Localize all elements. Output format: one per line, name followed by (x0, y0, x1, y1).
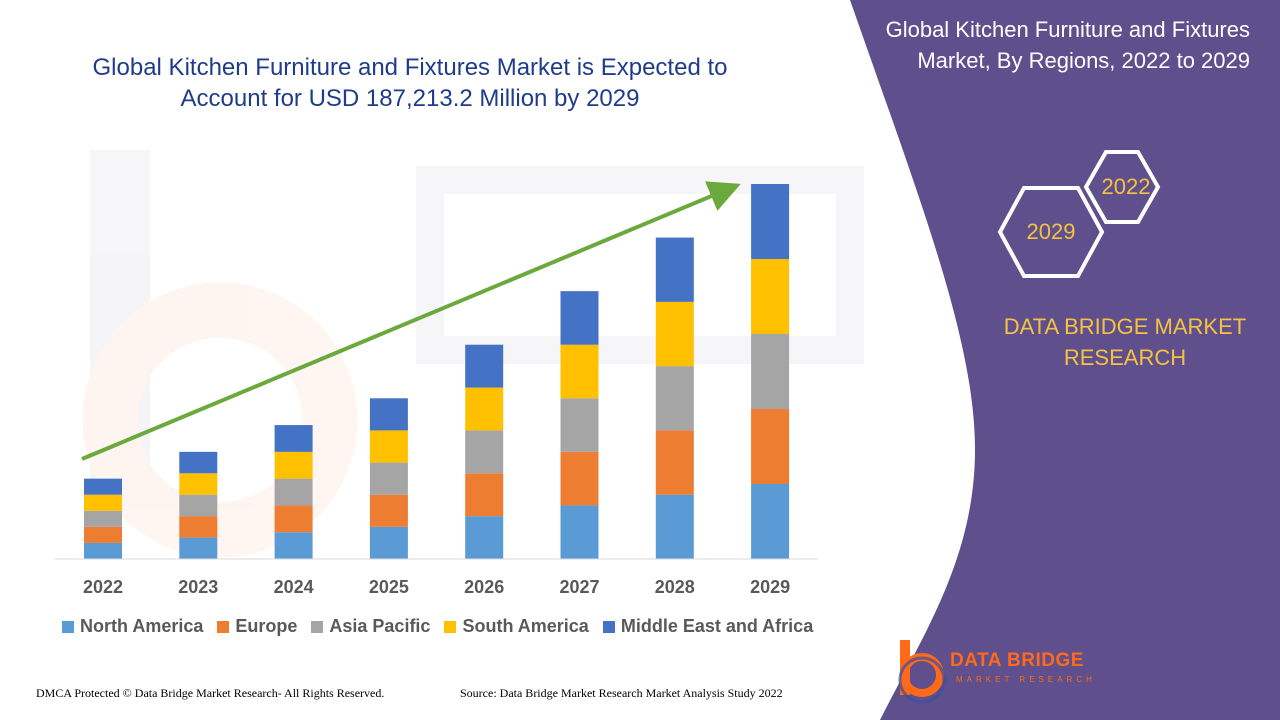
bar-2029-middle-east-and-africa (751, 184, 790, 259)
x-tick-label-2027: 2027 (559, 577, 599, 597)
hex-label-2022: 2022 (1101, 174, 1151, 199)
brand-name: DATA BRIDGE MARKET RESEARCH (1003, 314, 1247, 370)
bar-2027-north-america (560, 505, 599, 559)
bar-2028-asia-pacific (655, 366, 694, 431)
legend: North America Europe Asia Pacific South Ame… (62, 616, 813, 637)
bar-2028-europe (655, 430, 694, 495)
bar-2026-north-america (465, 516, 504, 559)
bar-2022-asia-pacific (84, 510, 122, 527)
logo-icon (898, 640, 946, 704)
bar-2023-south-america (179, 473, 218, 495)
legend-item-asia-pacific: Asia Pacific (311, 616, 430, 637)
legend-label: South America (462, 616, 589, 636)
bar-2022-europe (84, 526, 122, 543)
bar-2028-south-america (655, 301, 694, 367)
logo-name: DATA BRIDGE (950, 650, 1084, 671)
panel-title: Global Kitchen Furniture and Fixtures Ma… (885, 17, 1250, 73)
bar-2025-europe (369, 494, 408, 527)
bar-2028-north-america (655, 494, 694, 559)
bar-2023-north-america (179, 537, 218, 559)
legend-label: North America (80, 616, 204, 636)
bar-2028-middle-east-and-africa (655, 237, 694, 302)
x-tick-label-2024: 2024 (274, 577, 314, 597)
hexagon-2022-icon (1083, 150, 1161, 224)
x-tick-labels: 2022 2023 2024 2025 2026 2027 2028 2029 (83, 577, 790, 597)
x-tick-label-2028: 2028 (655, 577, 695, 597)
bar-2025-asia-pacific (369, 462, 408, 495)
bar-2027-asia-pacific (560, 398, 599, 452)
bar-2029-asia-pacific (751, 334, 790, 409)
bar-2024-south-america (274, 451, 313, 479)
bar-2023-middle-east-and-africa (179, 451, 218, 474)
legend-swatch (311, 620, 324, 633)
legend-label: Europe (235, 616, 298, 636)
bars-group (84, 184, 790, 559)
bar-2026-middle-east-and-africa (465, 344, 504, 388)
bar-2024-north-america (274, 532, 313, 559)
bar-2022-north-america (84, 542, 122, 559)
copyright-notice: DMCA Protected © Data Bridge Market Rese… (36, 686, 385, 700)
legend-label: Asia Pacific (329, 616, 431, 636)
x-tick-label-2029: 2029 (750, 577, 790, 597)
bar-2029-europe (751, 409, 790, 484)
bar-2025-south-america (369, 430, 408, 463)
bar-2026-europe (465, 473, 504, 517)
watermark (82, 150, 864, 558)
legend-swatch (62, 620, 74, 633)
bar-2023-asia-pacific (179, 494, 218, 517)
bar-2023-europe (179, 516, 218, 538)
trend-arrow (81, 181, 741, 461)
bar-2025-middle-east-and-africa (369, 398, 408, 431)
bar-2027-middle-east-and-africa (560, 291, 599, 345)
bar-2022-middle-east-and-africa (84, 478, 122, 495)
source-note: Source: Data Bridge Market Research Mark… (460, 686, 783, 700)
bar-2029-south-america (751, 259, 790, 334)
bar-2022-south-america (84, 494, 122, 511)
x-tick-label-2025: 2025 (369, 577, 409, 597)
legend-swatch (217, 620, 230, 633)
x-tick-label-2026: 2026 (464, 577, 504, 597)
hexagon-2029-icon (997, 186, 1105, 278)
bar-2024-asia-pacific (274, 478, 313, 506)
bar-2026-asia-pacific (465, 430, 504, 474)
bar-2025-north-america (369, 526, 408, 559)
bar-2027-south-america (560, 344, 599, 399)
side-panel (850, 0, 1280, 720)
legend-swatch (444, 620, 457, 633)
bar-2029-north-america (751, 484, 790, 559)
bar-2027-europe (560, 451, 599, 506)
legend-item-south-america: South America (444, 616, 589, 637)
bar-2024-europe (274, 505, 313, 533)
legend-item-north-america: North America (62, 616, 203, 637)
chart-title: Global Kitchen Furniture and Fixtures Ma… (92, 54, 728, 112)
legend-item-middle-east-and-africa: Middle East and Africa (602, 616, 814, 637)
hex-label-2029: 2029 (1026, 219, 1076, 244)
x-tick-label-2023: 2023 (178, 577, 218, 597)
legend-item-europe: Europe (217, 616, 297, 637)
legend-swatch (602, 620, 615, 633)
x-tick-label-2022: 2022 (83, 577, 123, 597)
bar-2024-middle-east-and-africa (274, 425, 313, 452)
bar-2026-south-america (465, 387, 504, 431)
legend-label: Middle East and Africa (620, 616, 814, 636)
logo-subtitle: MARKET RESEARCH (956, 675, 1096, 684)
